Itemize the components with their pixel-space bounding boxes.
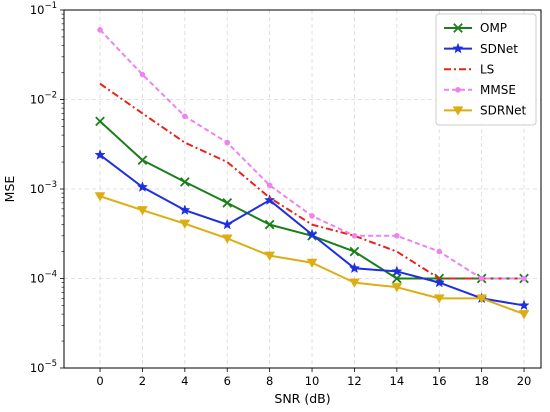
data-point-omp (349, 246, 360, 257)
legend-marker (453, 23, 463, 33)
data-point-sdrnet (391, 283, 403, 293)
data-point-sdrnet (306, 258, 318, 268)
data-point-mmse (521, 275, 527, 282)
y-tick-label: 10−1 (30, 1, 57, 17)
data-point-sdrnet (264, 251, 276, 261)
data-point-mmse (309, 213, 315, 219)
data-point-sdnet (94, 149, 106, 160)
legend-label: SDRNet (480, 104, 527, 118)
legend-marker (452, 42, 464, 54)
x-tick-label: 4 (181, 374, 188, 388)
data-point-omp (222, 198, 233, 208)
legend-label: LS (480, 62, 494, 76)
legend-marker (452, 106, 464, 116)
y-tick-label: 10−4 (30, 270, 57, 286)
series-mmse (97, 27, 527, 282)
legend-item-sdnet: SDNet (444, 42, 518, 56)
data-point-sdnet (306, 228, 318, 240)
x-tick-label: 2 (139, 374, 146, 388)
data-point-mmse (266, 182, 273, 189)
data-point-mmse (182, 113, 188, 120)
data-point-mmse (394, 232, 400, 239)
data-point-sdnet (221, 218, 233, 230)
legend: OMP SDNet LS MMSE SDRNet (435, 13, 537, 126)
legend-box (435, 13, 537, 126)
y-tick-label: 10−2 (30, 91, 57, 107)
data-point-sdnet (433, 276, 445, 288)
x-tick-label: 16 (432, 374, 447, 388)
data-point-mmse (478, 275, 485, 282)
x-tick-label: 0 (96, 374, 103, 388)
legend-label: OMP (480, 21, 507, 35)
y-axis-label: MSE (2, 176, 17, 203)
data-point-mmse (224, 139, 231, 146)
data-point-sdrnet (433, 294, 445, 304)
data-point-omp (264, 219, 275, 230)
data-point-sdrnet (221, 234, 233, 244)
series-line-ls (99, 82, 525, 280)
x-tick-label: 20 (517, 374, 532, 388)
plot-series (94, 27, 530, 320)
legend-marker (455, 87, 461, 93)
legend-item-omp: OMP (444, 21, 507, 35)
data-point-sdrnet (518, 310, 530, 320)
data-point-omp (180, 177, 190, 187)
legend-item-ls: LS (444, 62, 494, 76)
x-tick-label: 8 (266, 374, 273, 388)
data-point-omp (95, 116, 105, 127)
legend-label: SDNet (480, 42, 518, 56)
data-point-omp (137, 155, 148, 165)
data-point-sdnet (348, 262, 361, 274)
legend-label: MMSE (480, 83, 516, 97)
axis-ticks: 0 2 4 6 8 10 12 14 16 18 20 10−5 10−4 10−3 10−2 10−1 (30, 1, 532, 388)
y-tick-label: 10−5 (30, 359, 57, 375)
x-tick-label: 12 (347, 374, 362, 388)
data-point-sdrnet (349, 278, 360, 288)
data-point-sdrnet (94, 192, 106, 202)
data-point-sdnet (136, 181, 149, 192)
legend-item-mmse: MMSE (444, 83, 516, 97)
data-point-sdnet (264, 194, 276, 205)
series-sdrnet (94, 192, 530, 320)
data-point-mmse (351, 232, 358, 239)
data-point-sdrnet (137, 206, 148, 216)
data-point-sdrnet (476, 294, 488, 304)
data-point-mmse (97, 27, 103, 33)
x-tick-label: 10 (305, 374, 320, 388)
x-tick-label: 18 (474, 374, 489, 388)
data-point-sdrnet (179, 219, 191, 229)
legend-item-sdrnet: SDRNet (444, 104, 527, 118)
series-ls (99, 82, 525, 280)
data-point-sdnet (391, 265, 403, 277)
data-point-sdnet (518, 299, 530, 311)
data-point-mmse (436, 248, 443, 255)
data-point-sdnet (179, 204, 191, 215)
y-tick-label: 10−3 (30, 180, 57, 196)
x-tick-label: 14 (390, 374, 405, 388)
x-tick-label: 6 (224, 374, 231, 388)
data-point-mmse (139, 71, 146, 78)
x-axis-label: SNR (dB) (274, 391, 330, 406)
